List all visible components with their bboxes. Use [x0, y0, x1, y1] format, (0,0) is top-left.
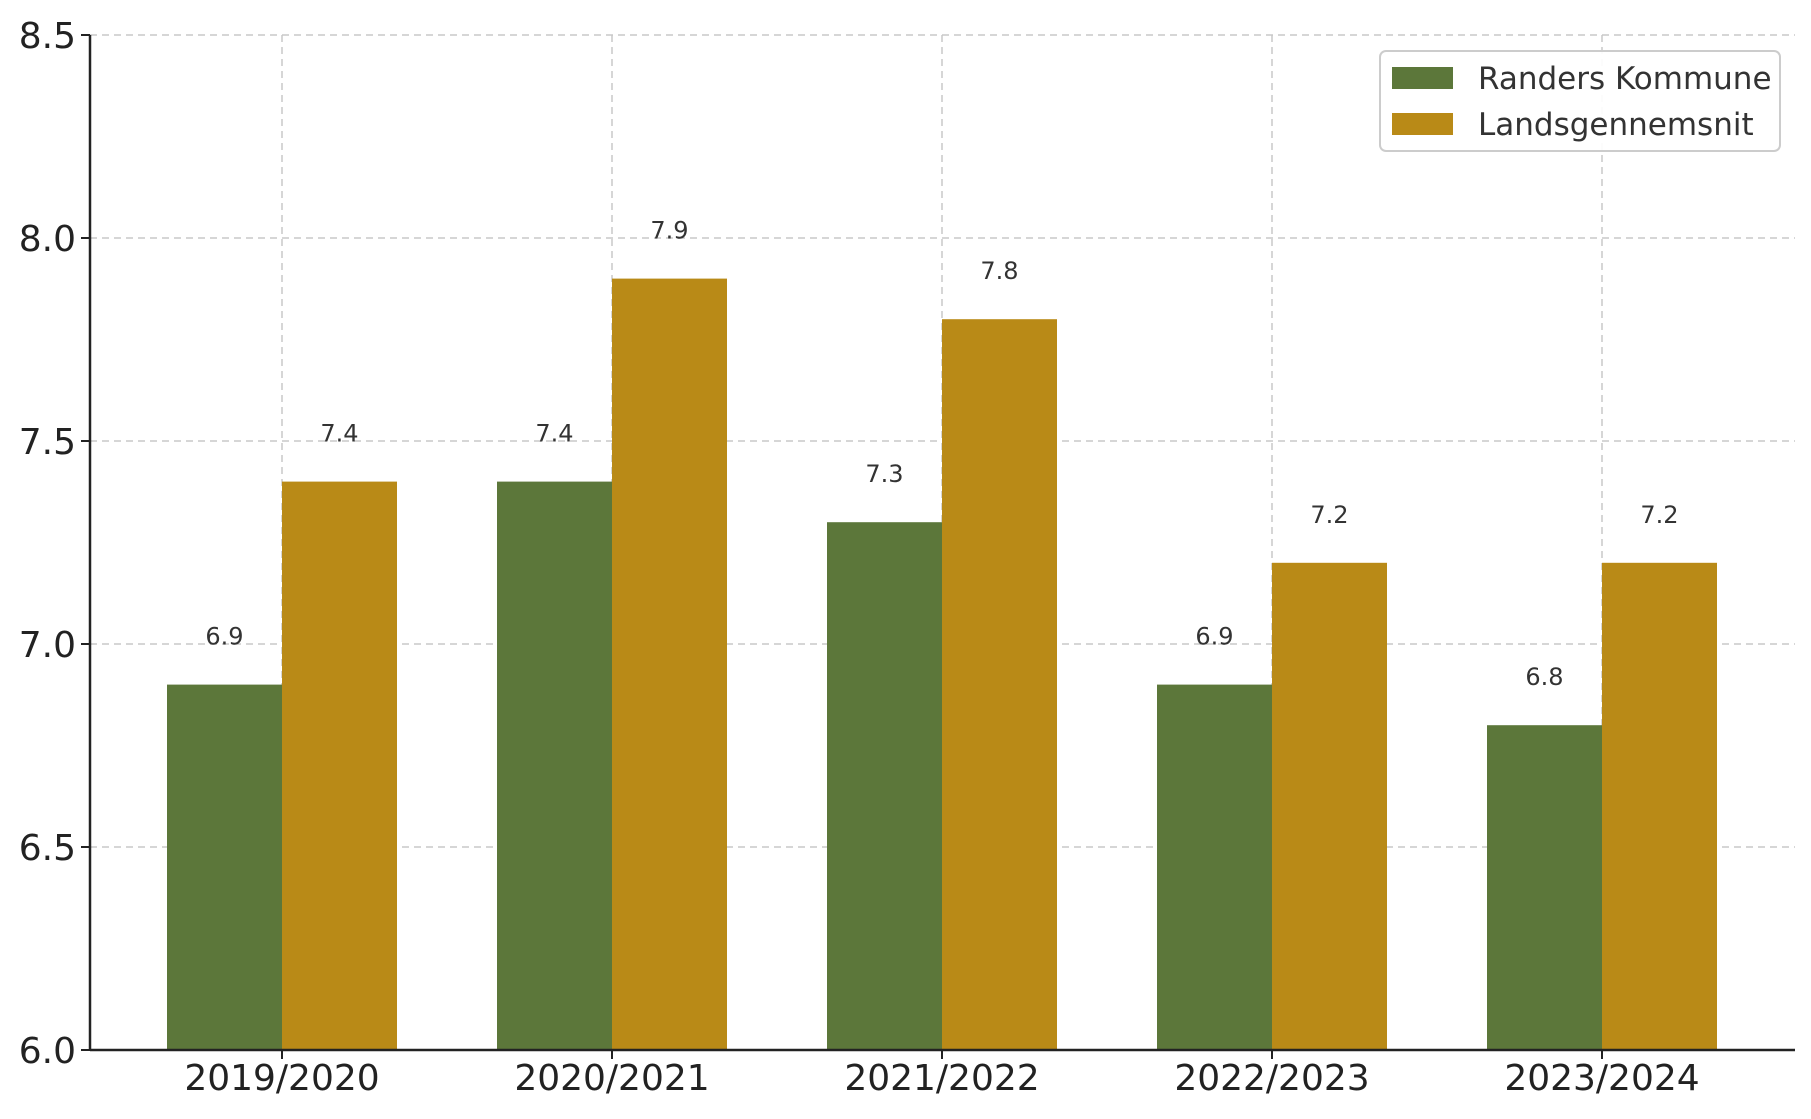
bar-randers	[167, 684, 282, 1050]
legend: Randers Kommune Landsgennemsnit	[1379, 50, 1781, 152]
x-tick-label: 2019/2020	[184, 1058, 379, 1099]
legend-label: Landsgennemsnit	[1478, 107, 1754, 143]
bar-landsgennemsnit	[282, 481, 397, 1051]
legend-swatch	[1392, 67, 1453, 89]
x-tick-label: 2020/2021	[514, 1058, 709, 1099]
x-tick-label: 2023/2024	[1504, 1058, 1699, 1099]
bars	[167, 278, 1717, 1051]
y-tick-label: 8.5	[19, 16, 76, 57]
bar-value-label: 6.9	[205, 623, 243, 651]
data-labels: 6.9 7.4 7.3 6.9 6.8 7.4 7.9 7.8 7.2 7.2	[205, 217, 1678, 692]
bar-landsgennemsnit	[1602, 562, 1717, 1050]
bar-randers	[497, 481, 612, 1051]
bar-randers	[1487, 725, 1602, 1050]
bar-value-label: 7.4	[320, 420, 358, 448]
bar-value-label: 6.9	[1195, 623, 1233, 651]
bar-value-label: 6.8	[1525, 663, 1563, 691]
bar-value-label: 7.9	[650, 217, 688, 245]
bar-randers	[1157, 684, 1272, 1050]
bar-landsgennemsnit	[612, 278, 727, 1051]
bar-value-label: 7.2	[1640, 501, 1678, 529]
y-tick-label: 8.0	[19, 219, 76, 260]
legend-label: Randers Kommune	[1478, 61, 1772, 97]
bar-value-label: 7.4	[535, 420, 573, 448]
bar-value-label: 7.3	[865, 460, 903, 488]
bar-value-label: 7.2	[1310, 501, 1348, 529]
y-tick-label: 6.0	[19, 1031, 76, 1072]
legend-box	[1379, 50, 1781, 152]
bar-landsgennemsnit	[1272, 562, 1387, 1050]
bar-value-label: 7.8	[980, 257, 1018, 285]
legend-swatch	[1392, 113, 1453, 135]
bar-randers	[827, 522, 942, 1050]
axes: 6.0 6.5 7.0 7.5 8.0 8.5 2019/2020 2020/2021 2021…	[19, 16, 1795, 1099]
bar-landsgennemsnit	[942, 319, 1057, 1050]
y-tick-label: 6.5	[19, 828, 76, 869]
y-tick-label: 7.5	[19, 422, 76, 463]
y-tick-label: 7.0	[19, 625, 76, 666]
x-tick-label: 2022/2023	[1174, 1058, 1369, 1099]
x-tick-label: 2021/2022	[844, 1058, 1039, 1099]
